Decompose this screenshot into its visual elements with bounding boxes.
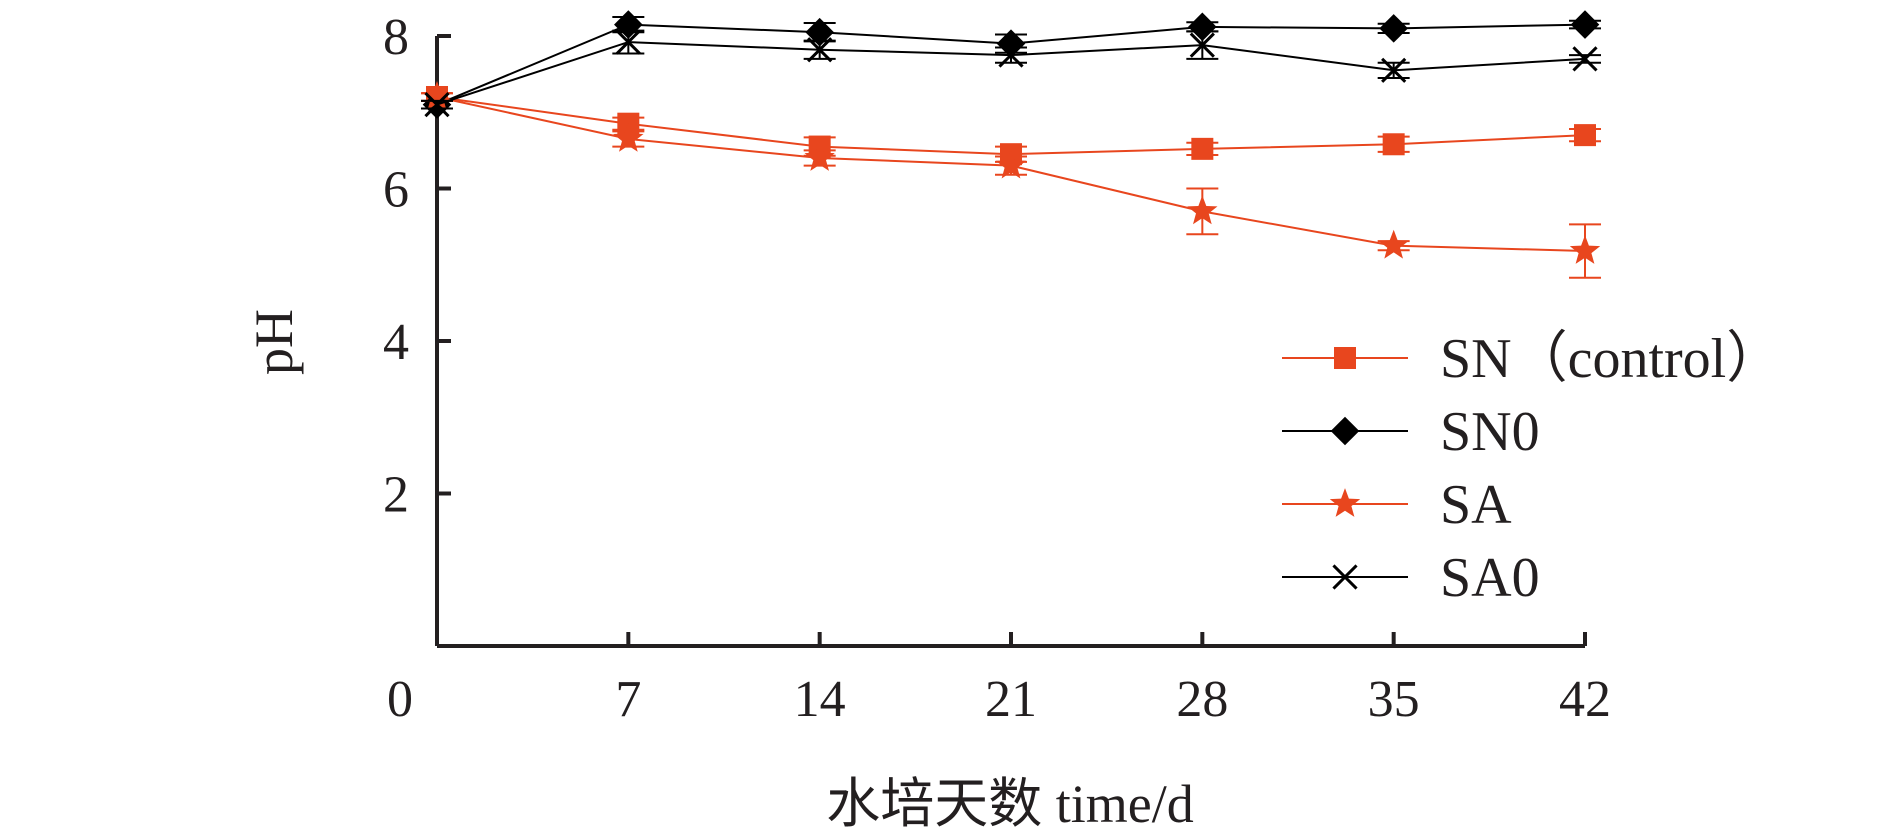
data-point (1329, 488, 1361, 517)
data-point (996, 29, 1026, 58)
data-point (613, 123, 644, 152)
x-tick-label: 7 (615, 671, 641, 728)
data-point (1189, 32, 1215, 58)
x-axis-title: 水培天数 time/d (826, 774, 1193, 834)
legend-label: SN（control） (1440, 328, 1782, 390)
data-point (807, 37, 833, 63)
x-tick-label: 0 (387, 671, 413, 728)
y-axis-title: pH (244, 309, 304, 375)
x-tick-label: 42 (1559, 671, 1611, 728)
axes (435, 36, 1585, 648)
data-point (1187, 195, 1218, 225)
legend-item-0: SN（control） (1282, 328, 1782, 390)
data-point (805, 17, 834, 47)
y-tick-label: 6 (383, 162, 409, 219)
legend-item-3: SA0 (1282, 547, 1540, 609)
data-point (1334, 347, 1356, 369)
x-tick-label: 28 (1176, 671, 1228, 728)
series-2 (421, 81, 1601, 279)
legend-label: SA (1440, 474, 1512, 536)
x-tick-label: 14 (794, 671, 846, 728)
data-point (804, 142, 835, 171)
x-tick-label: 21 (985, 671, 1037, 728)
data-point (614, 10, 643, 39)
series-3 (421, 29, 1601, 118)
data-point (1188, 12, 1217, 42)
data-point (1332, 564, 1358, 590)
legend: SN（control） SN0 SA SA0 (1282, 328, 1782, 609)
x-tick-label: 35 (1368, 671, 1420, 728)
data-point (1382, 133, 1405, 156)
data-point (1381, 57, 1407, 83)
y-tick-label: 2 (383, 467, 409, 524)
y-tick-label: 8 (383, 9, 409, 66)
legend-label: SN0 (1440, 401, 1540, 463)
legend-item-1: SN0 (1282, 401, 1540, 463)
data-point (995, 149, 1027, 179)
legend-item-2: SA (1282, 474, 1512, 536)
data-point (424, 92, 450, 118)
data-point (1572, 46, 1598, 72)
data-point (1330, 416, 1360, 446)
data-point (1569, 235, 1601, 264)
data-point (615, 29, 641, 55)
data-point (1191, 137, 1214, 160)
data-point (1379, 14, 1408, 43)
data-point (1378, 229, 1409, 259)
y-tick-label: 4 (383, 314, 409, 371)
data-point (421, 81, 453, 110)
series-1 (421, 10, 1601, 119)
data-point (1574, 124, 1596, 147)
series-layer (421, 10, 1601, 279)
legend-label: SA0 (1440, 547, 1540, 609)
data-point (998, 42, 1024, 68)
data-point (1570, 10, 1600, 39)
